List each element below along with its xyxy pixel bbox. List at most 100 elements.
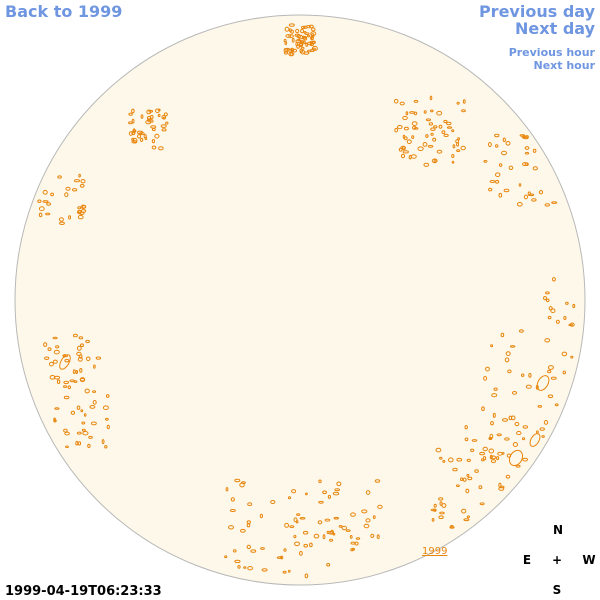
contour: [443, 119, 448, 124]
contour: [303, 51, 310, 55]
contour: [140, 114, 144, 119]
contour: [73, 380, 78, 383]
contour: [516, 430, 522, 436]
contour: [402, 115, 408, 121]
contour: [456, 101, 460, 105]
contour: [538, 190, 544, 195]
contour: [329, 538, 334, 542]
contour: [63, 380, 69, 385]
contour: [92, 400, 97, 405]
contour: [544, 203, 550, 207]
contour: [57, 175, 62, 179]
contour: [355, 537, 361, 540]
contour: [79, 183, 85, 188]
contour: [403, 136, 408, 141]
contour: [309, 40, 315, 45]
contour: [303, 543, 309, 548]
contour: [290, 29, 294, 34]
contour: [336, 481, 342, 487]
contour: [102, 405, 109, 411]
contour: [428, 122, 434, 126]
contour: [154, 133, 160, 139]
contour: [67, 385, 72, 390]
contour: [505, 351, 511, 357]
contour: [155, 108, 160, 114]
contour: [544, 338, 551, 343]
contour: [438, 497, 444, 501]
previous-hour-link[interactable]: Previous hour: [509, 46, 596, 59]
contour: [293, 517, 298, 523]
contour: [543, 296, 547, 301]
contour: [365, 490, 371, 495]
contour: [310, 35, 314, 41]
contour: [289, 52, 293, 57]
contour: [280, 555, 284, 560]
contour: [332, 532, 336, 536]
contour: [247, 566, 254, 571]
contour: [508, 449, 524, 467]
contour: [394, 127, 399, 133]
contour: [547, 365, 554, 370]
contour: [430, 132, 434, 136]
back-link[interactable]: Back to 1999: [5, 2, 122, 21]
contour: [85, 356, 91, 362]
contour: [295, 28, 300, 34]
contour: [259, 513, 263, 519]
contour: [333, 516, 339, 520]
contour: [488, 448, 495, 454]
contour: [90, 421, 97, 426]
contour: [529, 433, 541, 447]
contour: [72, 333, 78, 338]
contour: [151, 139, 155, 144]
contour: [322, 490, 328, 495]
previous-day-link[interactable]: Previous day: [479, 2, 596, 21]
contour: [456, 149, 461, 153]
contour: [291, 37, 295, 43]
contour: [439, 511, 445, 515]
contour: [548, 306, 553, 311]
next-hour-link[interactable]: Next hour: [534, 59, 596, 72]
contour: [225, 487, 229, 492]
contour: [64, 431, 70, 436]
contour: [561, 351, 568, 357]
contour: [68, 215, 72, 220]
contour: [77, 441, 82, 446]
contour: [45, 212, 51, 216]
contour: [481, 458, 485, 462]
contour: [430, 109, 434, 113]
contour: [58, 217, 64, 222]
contour: [56, 379, 61, 385]
contour: [562, 370, 566, 375]
contour: [413, 99, 419, 103]
contour: [239, 482, 245, 488]
contour: [283, 548, 287, 552]
contour: [65, 186, 71, 191]
contour: [498, 163, 503, 167]
contour: [505, 474, 511, 479]
contour: [46, 202, 51, 206]
timestamp: 1999-04-19T06:23:33: [5, 584, 162, 599]
contour: [479, 451, 486, 456]
contour: [76, 345, 82, 351]
contour: [349, 535, 353, 539]
contour: [446, 121, 452, 126]
contour: [84, 388, 90, 394]
contour: [64, 192, 69, 198]
next-day-link[interactable]: Next day: [515, 19, 596, 38]
contour: [524, 151, 530, 155]
disk-label-link[interactable]: 1999: [422, 546, 447, 557]
contour: [47, 347, 52, 352]
contour: [42, 200, 49, 203]
contour: [301, 25, 306, 30]
contour: [233, 549, 237, 553]
contour: [466, 515, 470, 519]
contour: [128, 121, 133, 125]
contour: [137, 130, 144, 135]
contour: [305, 42, 309, 47]
contour: [398, 147, 403, 152]
contour: [423, 110, 427, 114]
contour: [318, 500, 324, 504]
contour: [63, 385, 68, 388]
contour: [246, 523, 251, 528]
